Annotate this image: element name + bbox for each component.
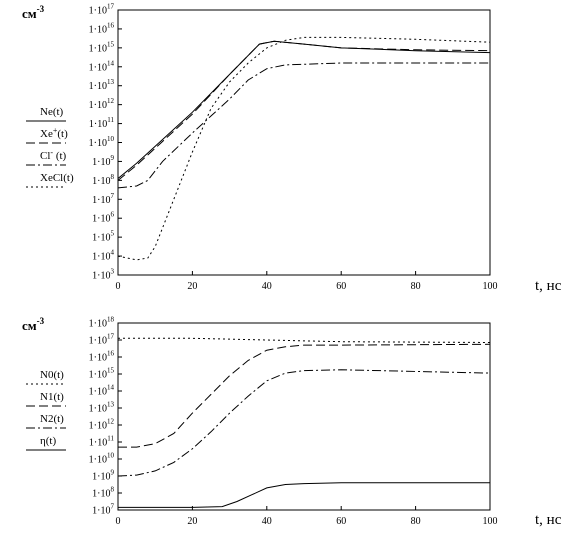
y-tick-label: 1·1015 (89, 367, 115, 381)
y-tick-label: 1·1011 (89, 116, 115, 130)
series-line-1-4 (117, 36, 491, 261)
y-tick-label: 1·1011 (89, 435, 115, 449)
x-tick-label: 20 (187, 516, 197, 527)
series-line-2-2 (118, 343, 491, 448)
y-tick-label: 1·1018 (89, 316, 115, 330)
y-tick-label: 1·103 (92, 268, 114, 282)
y-tick-label: 1·107 (92, 192, 114, 206)
series-line-1-2 (117, 40, 491, 181)
legend-label: Xe+(t) (40, 126, 68, 140)
legend-label: N2(t) (40, 413, 64, 425)
series-line-2-3 (117, 369, 491, 477)
x-axis-label: t, нс (535, 278, 562, 294)
x-tick-label: 40 (262, 516, 272, 527)
y-tick-label: 1·108 (92, 173, 114, 187)
legend-label: N1(t) (40, 391, 64, 403)
y-tick-label: 1·1017 (89, 3, 115, 17)
y-tick-label: 1·1010 (89, 452, 115, 466)
x-tick-label: 40 (262, 281, 272, 292)
y-tick-label: 1·1017 (89, 333, 115, 347)
y-tick-label: 1·1013 (89, 78, 115, 92)
plot-frame (117, 322, 491, 511)
y-tick-label: 1·109 (92, 469, 114, 483)
legend-label: XeCl(t) (40, 172, 74, 184)
legend-label: Ne(t) (40, 106, 64, 118)
y-tick-label: 1·1012 (89, 97, 115, 111)
y-tick-label: 1·1016 (89, 21, 115, 35)
series-line-1-1 (117, 40, 491, 179)
y-unit-label: см-3 (22, 316, 45, 333)
y-tick-label: 1·1015 (89, 40, 115, 54)
y-tick-label: 1·109 (92, 154, 114, 168)
y-tick-label: 1·108 (92, 486, 114, 500)
legend-label: N0(t) (40, 369, 64, 381)
y-tick-label: 1·1013 (89, 401, 115, 415)
x-tick-label: 20 (187, 281, 197, 292)
legend-label: η(t) (40, 435, 56, 447)
y-tick-label: 1·1012 (89, 418, 115, 432)
x-tick-label: 80 (411, 516, 421, 527)
y-tick-label: 1·1014 (89, 384, 115, 398)
chart-panel-1: 1·103 1·104 1·105 1·106 1·107 1·108 1·109 1·101… (22, 3, 562, 295)
y-tick-label: 1·1010 (89, 135, 115, 149)
x-tick-label: 80 (411, 281, 421, 292)
x-tick-label: 100 (483, 516, 498, 527)
x-axis-label: t, нс (535, 512, 562, 528)
x-tick-label: 60 (336, 281, 346, 292)
x-tick-label: 0 (116, 516, 121, 527)
y-tick-label: 1·106 (92, 211, 114, 225)
y-tick-label: 1·1014 (89, 59, 115, 73)
chart-panel-2: 1·107 1·108 1·109 1·1010 1·1011 1·1012 1·1013 1… (22, 316, 562, 529)
y-tick-label: 1·105 (92, 230, 114, 244)
x-tick-label: 100 (483, 281, 498, 292)
y-tick-label: 1·107 (92, 503, 114, 517)
y-unit-label: см-3 (22, 4, 45, 21)
x-tick-label: 60 (336, 516, 346, 527)
x-tick-label: 0 (116, 281, 121, 292)
series-line-2-1 (118, 337, 491, 343)
series-line-1-3 (117, 62, 490, 189)
y-tick-label: 1·104 (92, 249, 114, 263)
series-line-2-4 (118, 482, 490, 508)
legend-label: Cl- (t) (40, 148, 67, 162)
y-tick-label: 1·1016 (89, 350, 115, 364)
